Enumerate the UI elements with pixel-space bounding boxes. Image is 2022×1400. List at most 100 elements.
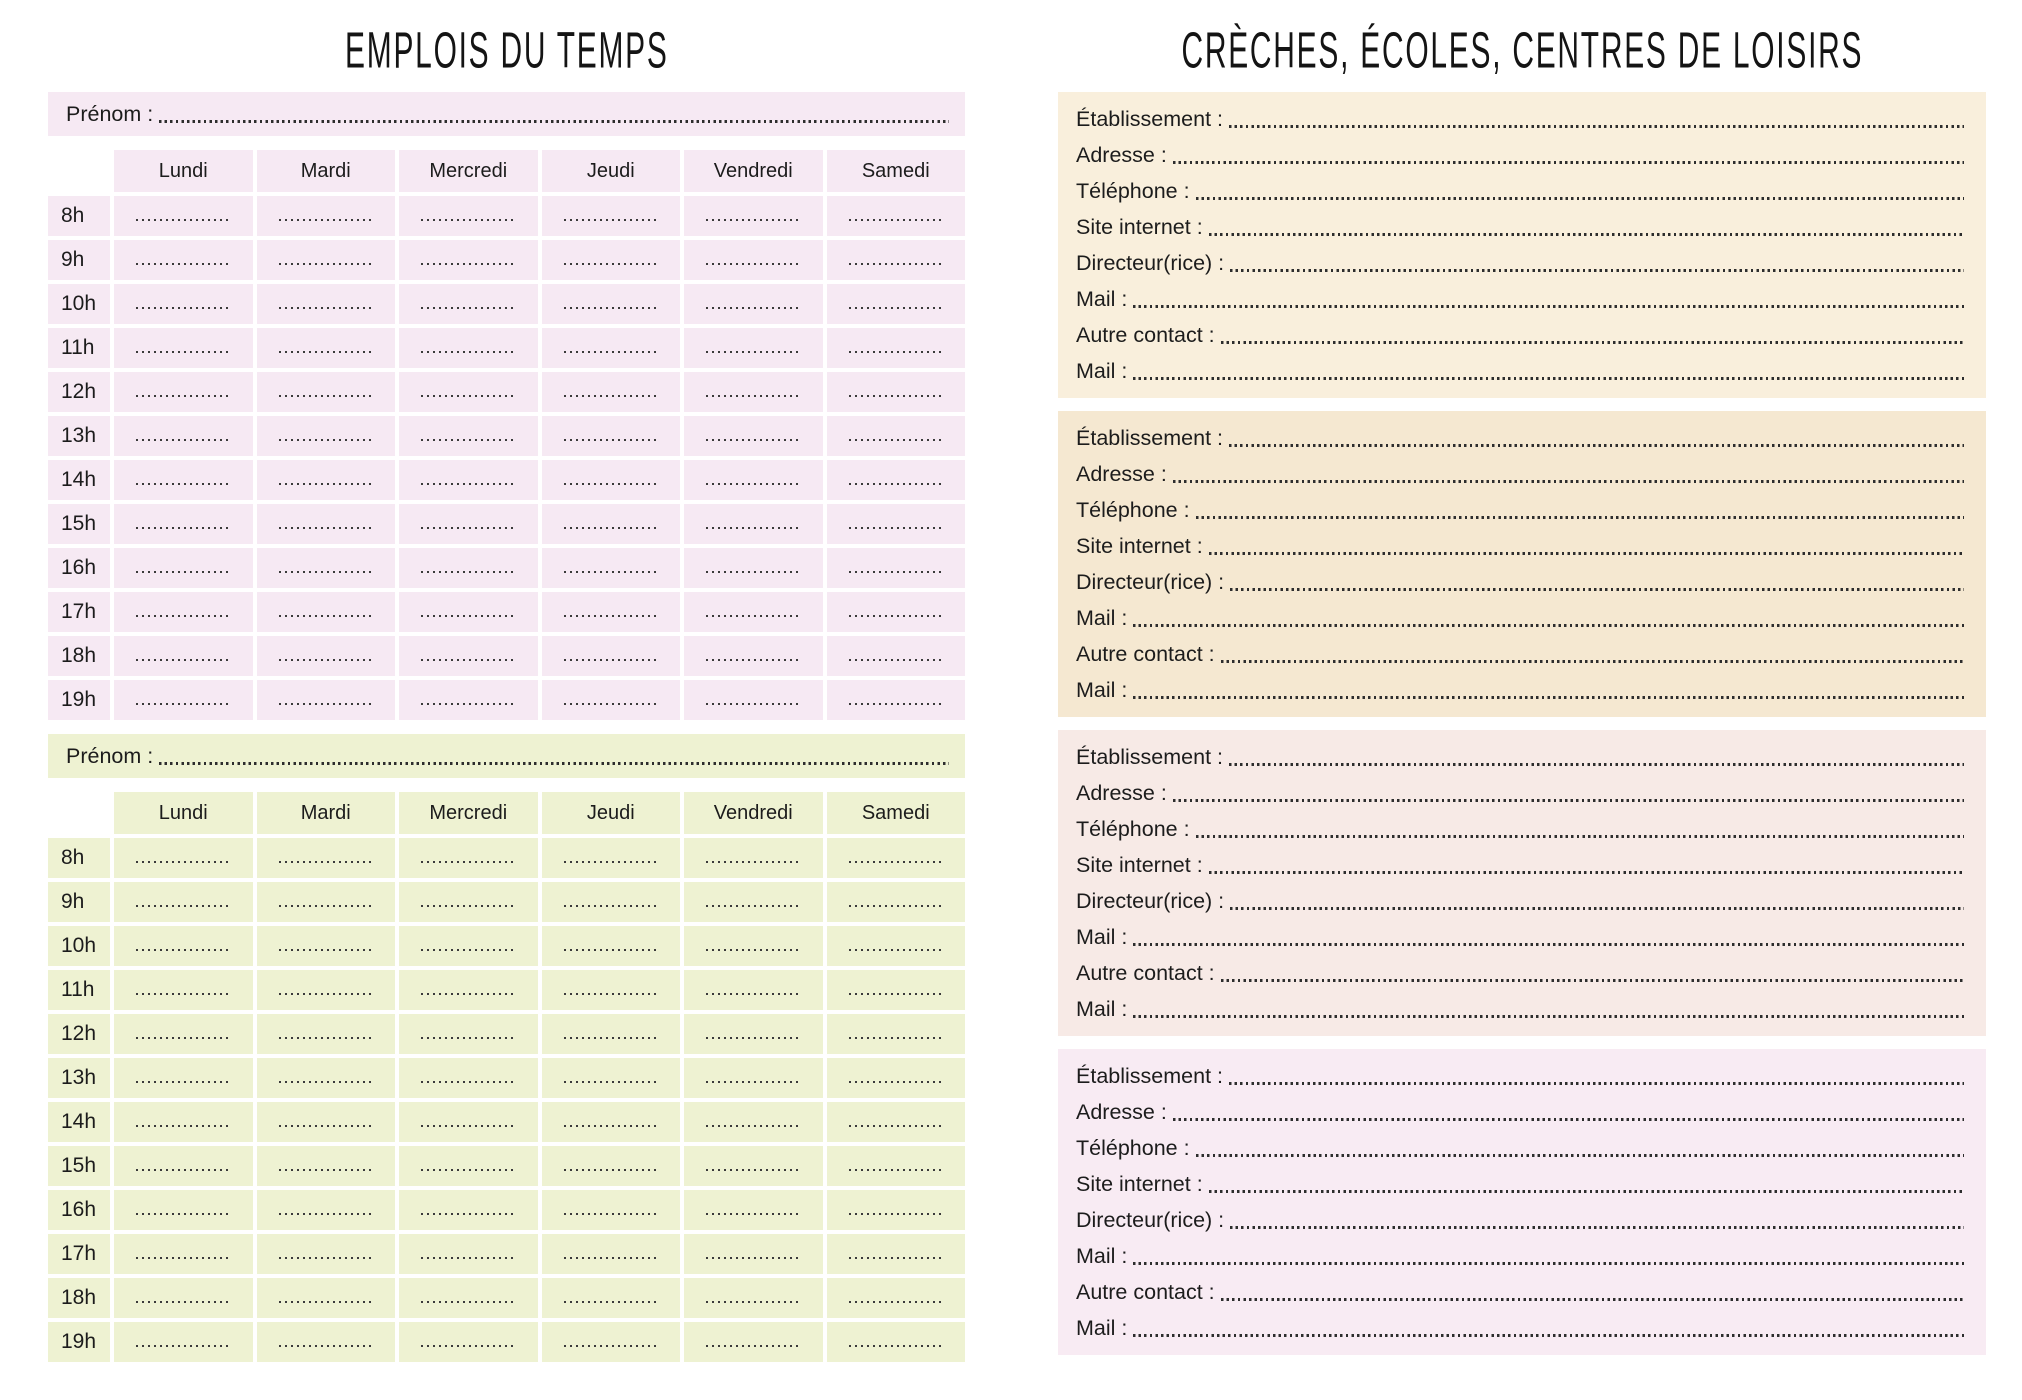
schedule-cell[interactable]: [826, 1058, 965, 1098]
schedule-cell[interactable]: [826, 838, 965, 878]
schedule-cell[interactable]: [114, 882, 253, 922]
schedule-cell[interactable]: [114, 372, 253, 412]
schedule-cell[interactable]: [541, 1146, 680, 1186]
schedule-cell[interactable]: [684, 970, 823, 1010]
schedule-cell[interactable]: [114, 284, 253, 324]
schedule-cell[interactable]: [684, 372, 823, 412]
schedule-cell[interactable]: [399, 680, 538, 720]
field-input-line[interactable]: [1220, 340, 1964, 344]
schedule-cell[interactable]: [541, 1234, 680, 1274]
schedule-cell[interactable]: [399, 504, 538, 544]
field-input-line[interactable]: [1230, 268, 1964, 272]
schedule-cell[interactable]: [541, 636, 680, 676]
schedule-cell[interactable]: [684, 882, 823, 922]
field-input-line[interactable]: [1208, 551, 1964, 555]
schedule-cell[interactable]: [684, 460, 823, 500]
schedule-cell[interactable]: [826, 1014, 965, 1054]
schedule-cell[interactable]: [114, 592, 253, 632]
field-input-line[interactable]: [1220, 978, 1964, 982]
field-input-line[interactable]: [1172, 160, 1964, 164]
schedule-cell[interactable]: [684, 926, 823, 966]
schedule-cell[interactable]: [541, 1190, 680, 1230]
schedule-cell[interactable]: [826, 926, 965, 966]
field-input-line[interactable]: [1133, 942, 1964, 946]
schedule-cell[interactable]: [541, 882, 680, 922]
schedule-cell[interactable]: [541, 504, 680, 544]
schedule-cell[interactable]: [114, 680, 253, 720]
field-input-line[interactable]: [1220, 659, 1964, 663]
schedule-cell[interactable]: [256, 970, 395, 1010]
schedule-cell[interactable]: [114, 196, 253, 236]
schedule-cell[interactable]: [114, 1190, 253, 1230]
schedule-cell[interactable]: [399, 284, 538, 324]
schedule-cell[interactable]: [541, 592, 680, 632]
schedule-cell[interactable]: [399, 1014, 538, 1054]
schedule-cell[interactable]: [399, 328, 538, 368]
schedule-cell[interactable]: [684, 416, 823, 456]
field-input-line[interactable]: [1230, 906, 1964, 910]
schedule-cell[interactable]: [256, 1322, 395, 1362]
schedule-cell[interactable]: [114, 1322, 253, 1362]
schedule-cell[interactable]: [256, 680, 395, 720]
field-input-line[interactable]: [1195, 515, 1964, 519]
schedule-cell[interactable]: [256, 636, 395, 676]
schedule-cell[interactable]: [114, 1014, 253, 1054]
schedule-cell[interactable]: [399, 882, 538, 922]
schedule-cell[interactable]: [684, 1234, 823, 1274]
schedule-cell[interactable]: [399, 592, 538, 632]
field-input-line[interactable]: [1208, 232, 1964, 236]
schedule-cell[interactable]: [684, 548, 823, 588]
schedule-cell[interactable]: [541, 1278, 680, 1318]
schedule-cell[interactable]: [256, 284, 395, 324]
schedule-cell[interactable]: [541, 1102, 680, 1142]
schedule-cell[interactable]: [114, 1058, 253, 1098]
schedule-cell[interactable]: [684, 1014, 823, 1054]
schedule-cell[interactable]: [256, 548, 395, 588]
field-input-line[interactable]: [1228, 443, 1964, 447]
schedule-cell[interactable]: [541, 416, 680, 456]
schedule-cell[interactable]: [684, 1190, 823, 1230]
schedule-cell[interactable]: [114, 970, 253, 1010]
schedule-cell[interactable]: [399, 1190, 538, 1230]
field-input-line[interactable]: [1133, 376, 1964, 380]
field-input-line[interactable]: [1208, 870, 1964, 874]
field-input-line[interactable]: [1195, 834, 1964, 838]
schedule-cell[interactable]: [826, 970, 965, 1010]
schedule-cell[interactable]: [114, 1102, 253, 1142]
schedule-cell[interactable]: [826, 416, 965, 456]
schedule-cell[interactable]: [541, 196, 680, 236]
schedule-cell[interactable]: [541, 838, 680, 878]
schedule-cell[interactable]: [256, 838, 395, 878]
schedule-cell[interactable]: [684, 1278, 823, 1318]
schedule-cell[interactable]: [114, 838, 253, 878]
schedule-cell[interactable]: [826, 460, 965, 500]
schedule-cell[interactable]: [541, 680, 680, 720]
schedule-cell[interactable]: [114, 460, 253, 500]
schedule-cell[interactable]: [541, 1322, 680, 1362]
schedule-cell[interactable]: [114, 328, 253, 368]
schedule-cell[interactable]: [256, 372, 395, 412]
schedule-cell[interactable]: [114, 636, 253, 676]
schedule-cell[interactable]: [541, 1014, 680, 1054]
schedule-cell[interactable]: [256, 882, 395, 922]
schedule-cell[interactable]: [684, 240, 823, 280]
schedule-cell[interactable]: [541, 926, 680, 966]
prenom-input-line[interactable]: [159, 119, 949, 123]
schedule-cell[interactable]: [541, 240, 680, 280]
schedule-cell[interactable]: [399, 636, 538, 676]
schedule-cell[interactable]: [256, 240, 395, 280]
field-input-line[interactable]: [1228, 1081, 1964, 1085]
schedule-cell[interactable]: [684, 838, 823, 878]
schedule-cell[interactable]: [114, 1278, 253, 1318]
schedule-cell[interactable]: [399, 1102, 538, 1142]
schedule-cell[interactable]: [826, 1146, 965, 1186]
schedule-cell[interactable]: [256, 1102, 395, 1142]
schedule-cell[interactable]: [684, 680, 823, 720]
schedule-cell[interactable]: [114, 1234, 253, 1274]
field-input-line[interactable]: [1228, 762, 1964, 766]
schedule-cell[interactable]: [256, 196, 395, 236]
field-input-line[interactable]: [1195, 1153, 1964, 1157]
schedule-cell[interactable]: [399, 416, 538, 456]
schedule-cell[interactable]: [399, 838, 538, 878]
schedule-cell[interactable]: [826, 882, 965, 922]
